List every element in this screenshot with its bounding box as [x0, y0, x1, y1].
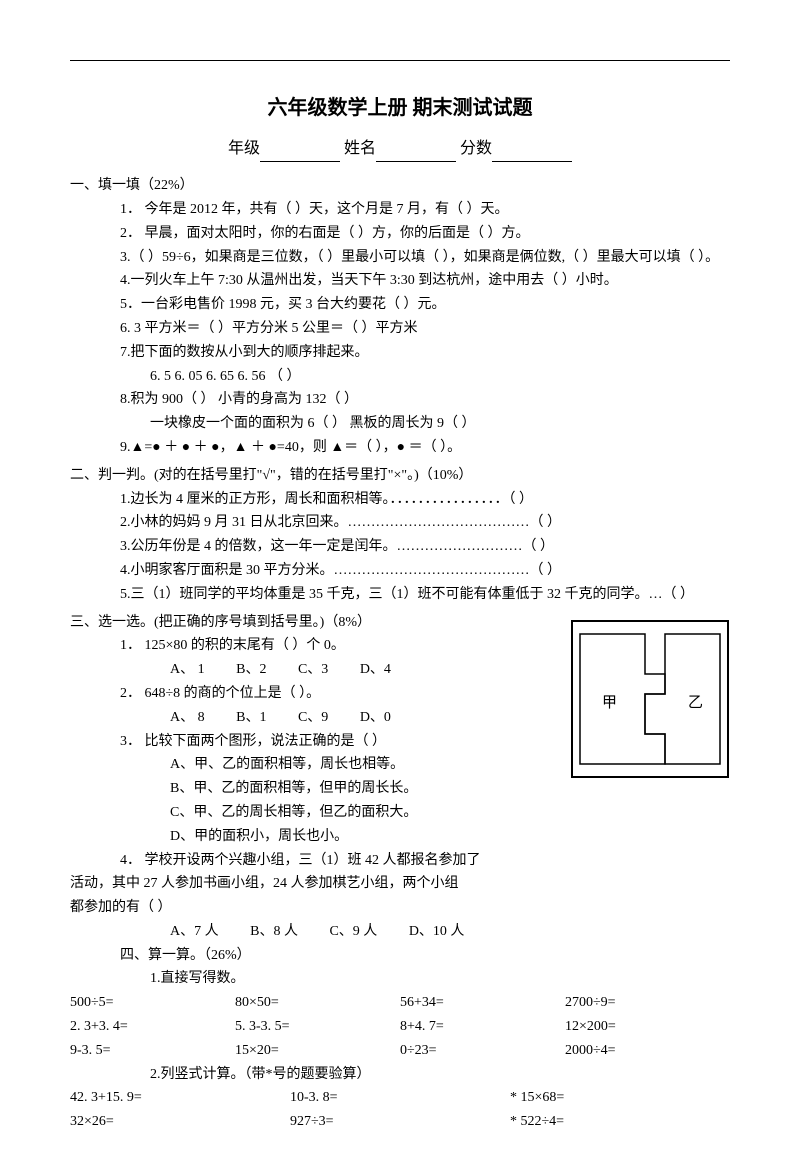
- s4-r4b: 10-3. 8=: [290, 1086, 510, 1110]
- s3-q3d: D、甲的面积小，周长也小。: [70, 825, 500, 849]
- s1-q7: 7.把下面的数按从小到大的顺序排起来。: [70, 341, 730, 365]
- s2-q3: 3.公历年份是 4 的倍数，这一年一定是闰年。………………………（ ）: [70, 535, 730, 559]
- s4-sub1: 1.直接写得数。: [70, 967, 730, 991]
- s3-q2-d: D、0: [360, 710, 391, 725]
- figure-label-jia: 甲: [602, 695, 617, 711]
- s4-r1a: 500÷5=: [70, 991, 235, 1015]
- comparison-figure: 甲 乙: [570, 619, 730, 779]
- s4-r5c: * 522÷4=: [510, 1110, 730, 1134]
- s1-q1: 1． 今年是 2012 年，共有（ ）天，这个月是 7 月，有（ ）天。: [70, 198, 730, 222]
- s3-q4a: 4． 学校开设两个兴趣小组，三（1）班 42 人都报名参加了: [70, 849, 730, 873]
- figure-label-yi: 乙: [688, 695, 703, 711]
- page-title: 六年级数学上册 期末测试试题: [70, 91, 730, 125]
- s4-r2a: 2. 3+3. 4=: [70, 1015, 235, 1039]
- s1-q5: 5．一台彩电售价 1998 元，买 3 台大约要花（ ）元。: [70, 293, 730, 317]
- s3-q1-a: A、 1: [170, 662, 205, 677]
- s4-r5: 32×26= 927÷3= * 522÷4=: [70, 1110, 730, 1134]
- s4-r1b: 80×50=: [235, 991, 400, 1015]
- s4-r2: 2. 3+3. 4= 5. 3-3. 5= 8+4. 7= 12×200=: [70, 1015, 730, 1039]
- name-label: 姓名: [344, 140, 376, 157]
- s3-q3c: C、甲、乙的周长相等，但乙的面积大。: [70, 801, 500, 825]
- s3-q1-c: C、3: [298, 662, 328, 677]
- s4-r1d: 2700÷9=: [565, 991, 730, 1015]
- s2-q5: 5.三（1）班同学的平均体重是 35 千克，三（1）班不可能有体重低于 32 千…: [70, 583, 730, 607]
- s1-q4: 4.一列火车上午 7:30 从温州出发，当天下午 3:30 到达杭州，途中用去（…: [70, 269, 730, 293]
- s1-q2: 2． 早晨，面对太阳时，你的右面是（ ）方，你的后面是（ ）方。: [70, 222, 730, 246]
- s3-q4c: 都参加的有（ ）: [70, 896, 730, 920]
- s1-q8: 8.积为 900（ ） 小青的身高为 132（ ）: [70, 388, 730, 412]
- s3-q4-d: D、10 人: [409, 924, 465, 939]
- s3-q1-b: B、2: [236, 662, 266, 677]
- s4-r2b: 5. 3-3. 5=: [235, 1015, 400, 1039]
- s4-r3b: 15×20=: [235, 1039, 400, 1063]
- s4-r5a: 32×26=: [70, 1110, 290, 1134]
- s2-q1: 1.边长为 4 厘米的正方形，周长和面积相等。．．．．．．．．．．．．．．．．（…: [70, 488, 730, 512]
- section1-header: 一、填一填（22%）: [70, 174, 730, 198]
- subtitle-row: 年级 姓名 分数: [70, 135, 730, 162]
- s1-q3: 3.（ ）59÷6，如果商是三位数，（ ）里最小可以填（ ），如果商是俩位数,（…: [70, 246, 730, 270]
- top-divider: [70, 60, 730, 61]
- s3-q2-c: C、9: [298, 710, 328, 725]
- s3-q4-c: C、9 人: [329, 924, 377, 939]
- s4-r2c: 8+4. 7=: [400, 1015, 565, 1039]
- s1-q7a: 6. 5 6. 05 6. 65 6. 56 （ ）: [70, 365, 730, 389]
- s1-q8a: 一块橡皮一个面的面积为 6（ ） 黑板的周长为 9（ ）: [70, 412, 730, 436]
- s3-q1-d: D、4: [360, 662, 391, 677]
- s4-r4a: 42. 3+15. 9=: [70, 1086, 290, 1110]
- section3-block: 三、选一选。(把正确的序号填到括号里。)（8%） 1． 125×80 的积的末尾…: [70, 611, 730, 944]
- s4-sub2: 2.列竖式计算。（带*号的题要验算）: [70, 1063, 730, 1087]
- s3-q3a: A、甲、乙的面积相等，周长也相等。: [70, 753, 500, 777]
- s3-q2-a: A、 8: [170, 710, 205, 725]
- s4-r2d: 12×200=: [565, 1015, 730, 1039]
- section2-header: 二、判一判。(对的在括号里打"√"，错的在括号里打"×"。)（10%）: [70, 464, 730, 488]
- s3-q4-options: A、7 人 B、8 人 C、9 人 D、10 人: [70, 920, 730, 944]
- s4-r4: 42. 3+15. 9= 10-3. 8= * 15×68=: [70, 1086, 730, 1110]
- s3-q4-a: A、7 人: [170, 924, 219, 939]
- s3-q4b: 活动，其中 27 人参加书画小组，24 人参加棋艺小组，两个小组: [70, 872, 730, 896]
- section4-header: 四、算一算。（26%）: [70, 944, 730, 968]
- s1-q6: 6. 3 平方米＝（ ）平方分米 5 公里＝（ ）平方米: [70, 317, 730, 341]
- s4-r3: 9-3. 5= 15×20= 0÷23= 2000÷4=: [70, 1039, 730, 1063]
- name-blank: [376, 144, 456, 162]
- s4-r3d: 2000÷4=: [565, 1039, 730, 1063]
- s2-q4: 4.小明家客厅面积是 30 平方分米。……………………………………（ ）: [70, 559, 730, 583]
- s4-r1: 500÷5= 80×50= 56+34= 2700÷9=: [70, 991, 730, 1015]
- figure-svg: 甲 乙: [570, 619, 730, 779]
- s4-r5b: 927÷3=: [290, 1110, 510, 1134]
- grade-blank: [260, 144, 340, 162]
- s3-q3b: B、甲、乙的面积相等，但甲的周长长。: [70, 777, 500, 801]
- s4-r3a: 9-3. 5=: [70, 1039, 235, 1063]
- s1-q9: 9.▲=● ＋ ● ＋ ●，▲ ＋ ●=40，则 ▲＝（ ），● ＝（ ）。: [70, 436, 730, 460]
- s2-q2: 2.小林的妈妈 9 月 31 日从北京回来。…………………………………（ ）: [70, 511, 730, 535]
- s3-q2-b: B、1: [236, 710, 266, 725]
- s4-r1c: 56+34=: [400, 991, 565, 1015]
- grade-label: 年级: [228, 140, 260, 157]
- s4-r4c: * 15×68=: [510, 1086, 730, 1110]
- score-blank: [492, 144, 572, 162]
- s4-r3c: 0÷23=: [400, 1039, 565, 1063]
- s3-q4-b: B、8 人: [250, 924, 298, 939]
- score-label: 分数: [460, 140, 492, 157]
